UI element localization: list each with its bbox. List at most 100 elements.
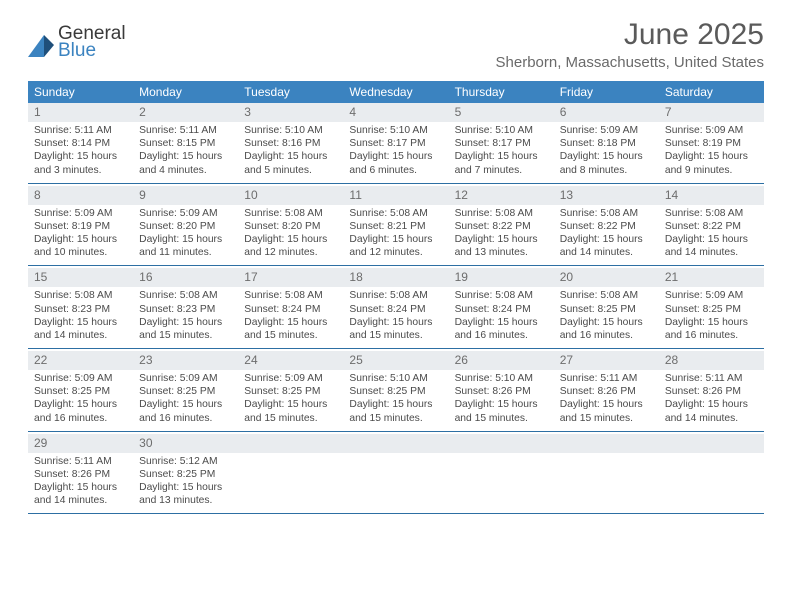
- week-row: Sunrise: 5:08 AMSunset: 8:23 PMDaylight:…: [28, 287, 764, 349]
- day-number: 10: [238, 186, 343, 205]
- day-sunset: Sunset: 8:26 PM: [560, 385, 653, 398]
- day-d2: and 14 minutes.: [665, 246, 758, 259]
- week-row: Sunrise: 5:09 AMSunset: 8:19 PMDaylight:…: [28, 205, 764, 267]
- day-cell: [238, 453, 343, 508]
- day-d2: and 10 minutes.: [34, 246, 127, 259]
- day-d2: and 16 minutes.: [34, 412, 127, 425]
- day-sunset: Sunset: 8:19 PM: [34, 220, 127, 233]
- day-d1: Daylight: 15 hours: [139, 481, 232, 494]
- day-sunset: Sunset: 8:24 PM: [455, 303, 548, 316]
- day-d2: and 15 minutes.: [349, 329, 442, 342]
- day-number: 1: [28, 103, 133, 122]
- day-sunset: Sunset: 8:22 PM: [455, 220, 548, 233]
- day-number: [238, 434, 343, 453]
- day-sunset: Sunset: 8:22 PM: [665, 220, 758, 233]
- day-number-row: 22232425262728: [28, 351, 764, 370]
- day-d2: and 13 minutes.: [455, 246, 548, 259]
- day-cell: Sunrise: 5:08 AMSunset: 8:21 PMDaylight:…: [343, 205, 448, 260]
- day-d1: Daylight: 15 hours: [139, 150, 232, 163]
- day-d2: and 16 minutes.: [665, 329, 758, 342]
- day-sunrise: Sunrise: 5:08 AM: [560, 289, 653, 302]
- day-d1: Daylight: 15 hours: [560, 150, 653, 163]
- day-cell: Sunrise: 5:12 AMSunset: 8:25 PMDaylight:…: [133, 453, 238, 508]
- day-cell: Sunrise: 5:08 AMSunset: 8:24 PMDaylight:…: [238, 287, 343, 342]
- day-number: 25: [343, 351, 448, 370]
- day-sunrise: Sunrise: 5:09 AM: [244, 372, 337, 385]
- day-sunrise: Sunrise: 5:08 AM: [244, 289, 337, 302]
- day-sunset: Sunset: 8:26 PM: [34, 468, 127, 481]
- day-number-row: 2930: [28, 434, 764, 453]
- day-d1: Daylight: 15 hours: [349, 150, 442, 163]
- day-sunset: Sunset: 8:24 PM: [244, 303, 337, 316]
- day-d2: and 12 minutes.: [244, 246, 337, 259]
- day-d1: Daylight: 15 hours: [560, 233, 653, 246]
- day-number: 6: [554, 103, 659, 122]
- day-sunset: Sunset: 8:25 PM: [139, 468, 232, 481]
- day-sunrise: Sunrise: 5:08 AM: [665, 207, 758, 220]
- day-sunrise: Sunrise: 5:08 AM: [560, 207, 653, 220]
- day-number: 5: [449, 103, 554, 122]
- day-sunset: Sunset: 8:15 PM: [139, 137, 232, 150]
- day-sunrise: Sunrise: 5:08 AM: [139, 289, 232, 302]
- day-cell: Sunrise: 5:08 AMSunset: 8:25 PMDaylight:…: [554, 287, 659, 342]
- day-cell: Sunrise: 5:11 AMSunset: 8:26 PMDaylight:…: [554, 370, 659, 425]
- day-d1: Daylight: 15 hours: [244, 398, 337, 411]
- location-subtitle: Sherborn, Massachusetts, United States: [496, 54, 764, 71]
- day-number: 23: [133, 351, 238, 370]
- day-number-row: 891011121314: [28, 186, 764, 205]
- day-cell: Sunrise: 5:08 AMSunset: 8:20 PMDaylight:…: [238, 205, 343, 260]
- day-number: 17: [238, 268, 343, 287]
- logo-mark-icon: [28, 27, 54, 57]
- day-sunrise: Sunrise: 5:08 AM: [244, 207, 337, 220]
- day-d1: Daylight: 15 hours: [349, 398, 442, 411]
- day-cell: [343, 453, 448, 508]
- day-d1: Daylight: 15 hours: [244, 150, 337, 163]
- day-d1: Daylight: 15 hours: [244, 316, 337, 329]
- day-d2: and 15 minutes.: [244, 329, 337, 342]
- day-number: 3: [238, 103, 343, 122]
- day-cell: Sunrise: 5:11 AMSunset: 8:26 PMDaylight:…: [659, 370, 764, 425]
- day-cell: Sunrise: 5:08 AMSunset: 8:24 PMDaylight:…: [343, 287, 448, 342]
- day-d1: Daylight: 15 hours: [560, 398, 653, 411]
- day-cell: Sunrise: 5:09 AMSunset: 8:25 PMDaylight:…: [238, 370, 343, 425]
- day-number: 4: [343, 103, 448, 122]
- day-sunrise: Sunrise: 5:11 AM: [34, 124, 127, 137]
- day-d1: Daylight: 15 hours: [560, 316, 653, 329]
- day-cell: Sunrise: 5:08 AMSunset: 8:22 PMDaylight:…: [449, 205, 554, 260]
- weekday-header: Thursday: [449, 81, 554, 103]
- day-d1: Daylight: 15 hours: [455, 316, 548, 329]
- day-d2: and 14 minutes.: [34, 494, 127, 507]
- day-cell: Sunrise: 5:09 AMSunset: 8:20 PMDaylight:…: [133, 205, 238, 260]
- day-sunset: Sunset: 8:26 PM: [665, 385, 758, 398]
- day-cell: [659, 453, 764, 508]
- day-d2: and 15 minutes.: [244, 412, 337, 425]
- day-number: [449, 434, 554, 453]
- day-d2: and 11 minutes.: [139, 246, 232, 259]
- day-sunset: Sunset: 8:17 PM: [349, 137, 442, 150]
- weekday-header: Saturday: [659, 81, 764, 103]
- weekday-header-row: Sunday Monday Tuesday Wednesday Thursday…: [28, 81, 764, 103]
- day-sunrise: Sunrise: 5:10 AM: [455, 372, 548, 385]
- day-cell: Sunrise: 5:10 AMSunset: 8:26 PMDaylight:…: [449, 370, 554, 425]
- day-d1: Daylight: 15 hours: [455, 150, 548, 163]
- day-sunrise: Sunrise: 5:10 AM: [349, 124, 442, 137]
- day-sunset: Sunset: 8:17 PM: [455, 137, 548, 150]
- day-d2: and 16 minutes.: [139, 412, 232, 425]
- day-sunrise: Sunrise: 5:11 AM: [34, 455, 127, 468]
- day-sunrise: Sunrise: 5:11 AM: [139, 124, 232, 137]
- day-number: 24: [238, 351, 343, 370]
- day-number: 29: [28, 434, 133, 453]
- weekday-header: Wednesday: [343, 81, 448, 103]
- day-d2: and 4 minutes.: [139, 164, 232, 177]
- day-d1: Daylight: 15 hours: [139, 398, 232, 411]
- day-d1: Daylight: 15 hours: [349, 316, 442, 329]
- week-row: Sunrise: 5:09 AMSunset: 8:25 PMDaylight:…: [28, 370, 764, 432]
- day-cell: [554, 453, 659, 508]
- day-d1: Daylight: 15 hours: [34, 398, 127, 411]
- day-d1: Daylight: 15 hours: [34, 316, 127, 329]
- weekday-header: Tuesday: [238, 81, 343, 103]
- day-sunrise: Sunrise: 5:09 AM: [139, 372, 232, 385]
- day-sunset: Sunset: 8:18 PM: [560, 137, 653, 150]
- day-sunrise: Sunrise: 5:08 AM: [455, 207, 548, 220]
- day-d1: Daylight: 15 hours: [455, 398, 548, 411]
